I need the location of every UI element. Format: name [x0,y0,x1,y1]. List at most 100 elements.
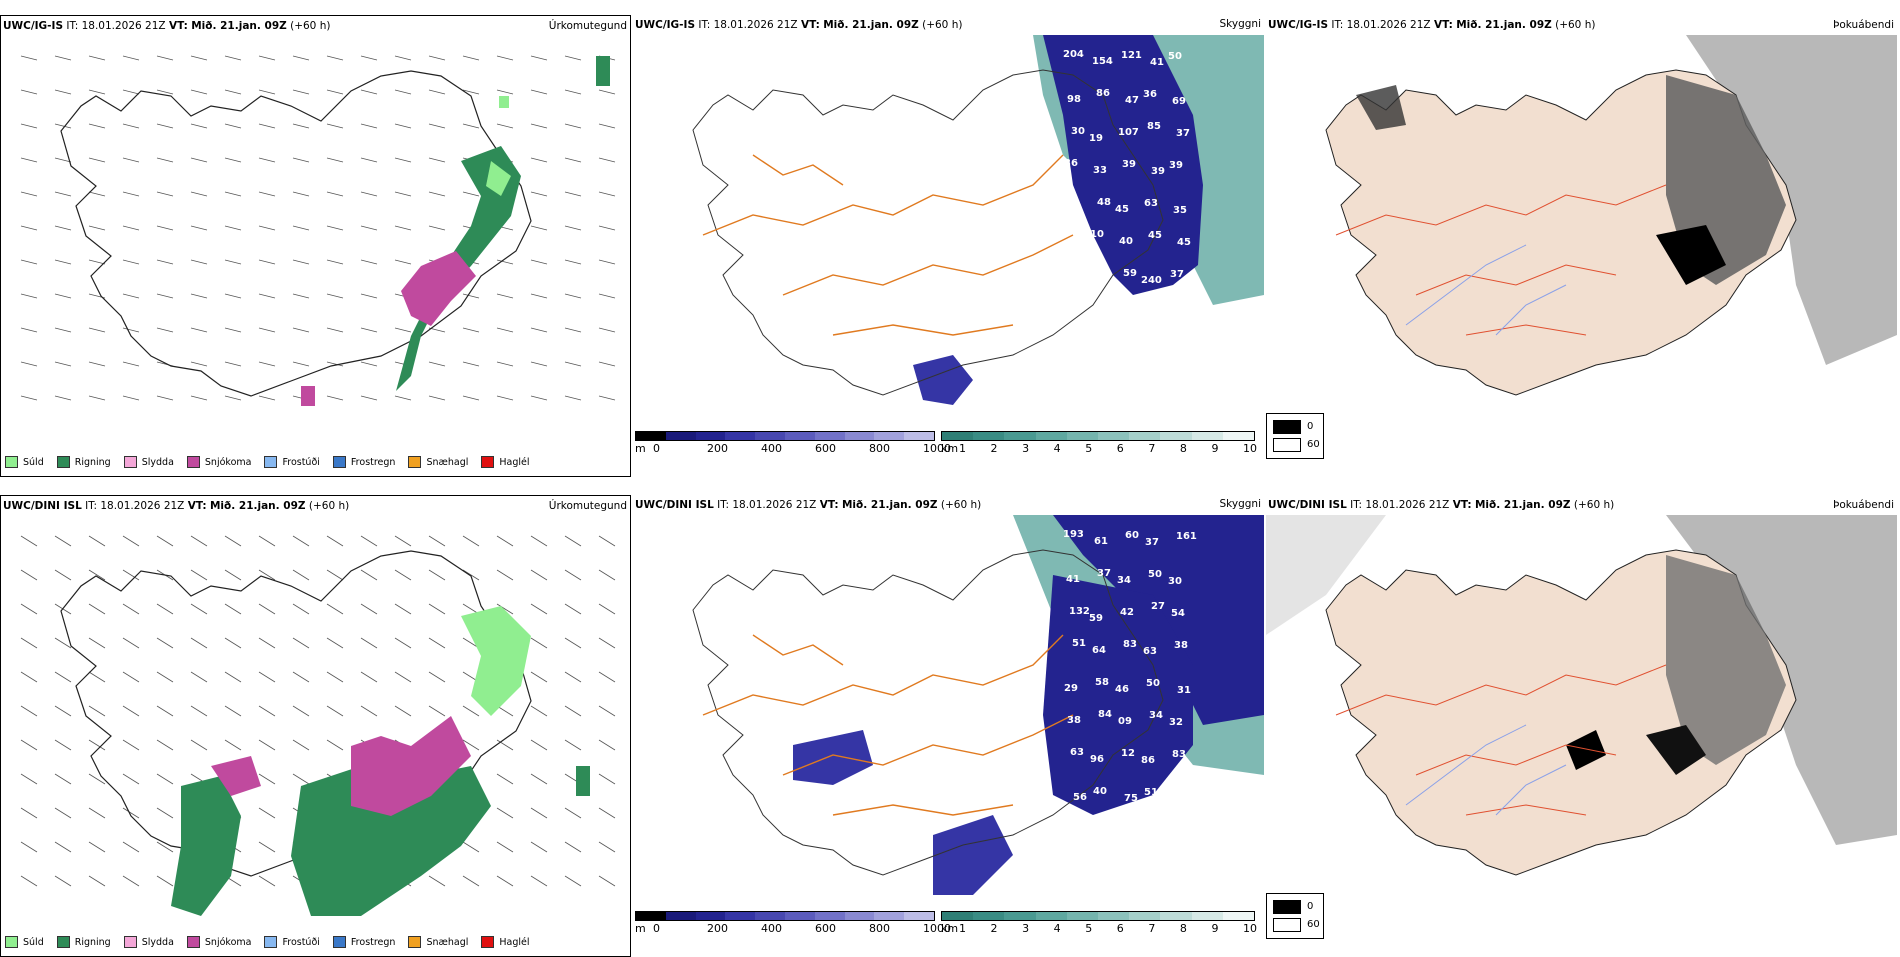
colorbar-metres: m 0 200 400 600 800 1000 [635,431,951,461]
visibility-label: 33 [1068,203,1082,214]
colorbar-cell [874,432,905,440]
wind-barb [530,535,548,547]
colorbar-cell [904,432,934,440]
wind-barb [258,293,276,299]
panel-title: Skyggni [1219,498,1262,510]
visibility-label: 45 [1115,204,1129,215]
low-visibility-south [913,355,973,405]
wind-barb [54,361,72,367]
legend-item: Snjókoma [186,456,251,468]
wind-barb [88,157,106,163]
low-visibility-area [1043,35,1203,295]
wind-barb [360,327,378,333]
wind-barb [360,671,378,683]
colorbar-cell [1035,912,1067,920]
wind-barb [224,671,242,683]
wind-barb [292,739,310,751]
wind-barb [360,293,378,299]
visibility-label: 117 [1065,824,1086,835]
colorbar-tick: 3 [1022,442,1030,455]
wind-barb [530,395,548,401]
wind-barb [54,739,72,751]
wind-barb [598,807,616,819]
colorbar-tick: 4 [1053,442,1061,455]
wind-barb [428,603,446,615]
wind-barb [20,395,38,401]
wind-barb [190,535,208,547]
wind-barb [20,807,38,819]
wind-barb [564,569,582,581]
wind-barb [20,361,38,367]
colorbar-tick: 800 [869,442,890,455]
visibility-label: 50 [1146,678,1160,689]
visibility-label: 36 [1064,158,1078,169]
colorbar-tick: 1000 [923,442,951,455]
fog-map [1325,35,1897,396]
colorbar-cell [1004,912,1036,920]
visibility-label: 39 [1122,159,1136,170]
wind-barb [564,395,582,401]
iceland-outline [60,70,532,397]
wind-barb [360,157,378,163]
drizzle-area [486,161,511,196]
wind-barb [394,89,412,95]
wind-barb [428,569,446,581]
legend-swatch [186,456,200,468]
drizzle-spot [499,96,509,108]
precip-map [20,535,616,916]
wind-barb [122,89,140,95]
colorbar-cell [725,432,756,440]
snow-area [351,716,471,816]
low-visibility-area [1043,575,1193,815]
wind-barb [598,773,616,785]
precip-legend: Súld Rigning Slydda Snjókoma Frostúði Fr… [5,936,543,948]
wind-barb [360,89,378,95]
colorbar-cell [1191,912,1223,920]
fog-swatch-white [1273,438,1301,452]
wind-barb [564,807,582,819]
wind-barb [258,157,276,163]
wind-barb [190,637,208,649]
visibility-label: 96 [1090,754,1104,765]
colorbar-cell [904,912,934,920]
wind-barb [394,259,412,265]
legend-item: Rigning [56,936,111,948]
wind-barb [394,55,412,61]
wind-barb [428,191,446,197]
wind-barb [156,807,174,819]
visibility-label: 36 [1143,89,1157,100]
wind-barb [122,191,140,197]
legend-swatch [264,456,278,468]
wind-barb [496,55,514,61]
wind-barb [394,395,412,401]
colorbar-tick: 9 [1211,442,1219,455]
visibility-label: 64 [1092,645,1106,656]
colorbar-cell [1222,912,1255,920]
colorbar-km: km 1 2 3 4 5 6 7 8 9 10 [941,911,1257,941]
wind-barb [190,361,208,367]
legend-swatch [186,936,200,948]
wind-barb [156,841,174,853]
wind-barb [122,807,140,819]
wind-barb [394,327,412,333]
visibility-label: 09 [1118,716,1132,727]
visibility-label: 51 [1072,638,1086,649]
wind-barb [88,569,106,581]
wind-barb [598,705,616,717]
colorbar-tick: 2 [990,442,998,455]
visibility-label: 34 [1149,710,1163,721]
wind-barb [530,293,548,299]
wind-barb [258,807,276,819]
panel-title: Skyggni [1219,18,1262,30]
visibility-label: 193 [1063,529,1084,540]
wind-barb [564,259,582,265]
colorbar-cell [665,912,696,920]
wind-barb [564,157,582,163]
visibility-label: 59 [1089,613,1103,624]
wind-barb [598,123,616,129]
wind-barb [88,55,106,61]
visibility-label: 39 [1169,160,1183,171]
wind-barb [258,89,276,95]
wind-barb [292,535,310,547]
visibility-label: 56 [1073,792,1087,803]
